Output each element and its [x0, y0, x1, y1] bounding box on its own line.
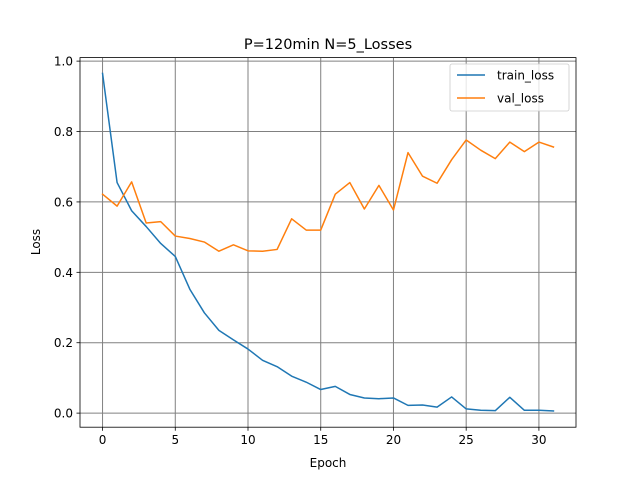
y-tick-label: 0.4: [54, 266, 73, 280]
x-axis-ticks: 0 5 10 15 20 25 30: [99, 427, 547, 447]
y-tick-label: 0.8: [54, 125, 73, 139]
x-tick-label: 0: [99, 433, 107, 447]
chart-title: P=120min N=5_Losses: [244, 37, 412, 53]
series-line-val-loss: [101, 139, 555, 252]
legend-label-val-loss: val_loss: [497, 92, 544, 106]
y-tick-label: 1.0: [54, 55, 73, 69]
x-tick-label: 10: [240, 433, 255, 447]
x-tick-label: 30: [531, 433, 546, 447]
series-line-train-loss: [101, 72, 555, 412]
grid: [80, 57, 576, 428]
x-tick-label: 5: [171, 433, 179, 447]
y-axis-label: Loss: [29, 229, 43, 255]
legend-label-train-loss: train_loss: [497, 69, 554, 83]
plot-frame: [79, 57, 577, 428]
y-tick-label: 0.6: [54, 195, 73, 209]
y-axis-ticks: 0.0 0.2 0.4 0.6 0.8 1.0: [54, 55, 80, 421]
y-tick-label: 0.0: [54, 407, 73, 421]
x-axis-label: Epoch: [310, 456, 347, 470]
series-lines: [101, 72, 555, 412]
x-tick-label: 15: [313, 433, 328, 447]
y-tick-label: 0.2: [54, 336, 73, 350]
legend: train_loss val_loss: [449, 63, 570, 112]
x-tick-label: 25: [459, 433, 474, 447]
x-tick-label: 20: [386, 433, 401, 447]
